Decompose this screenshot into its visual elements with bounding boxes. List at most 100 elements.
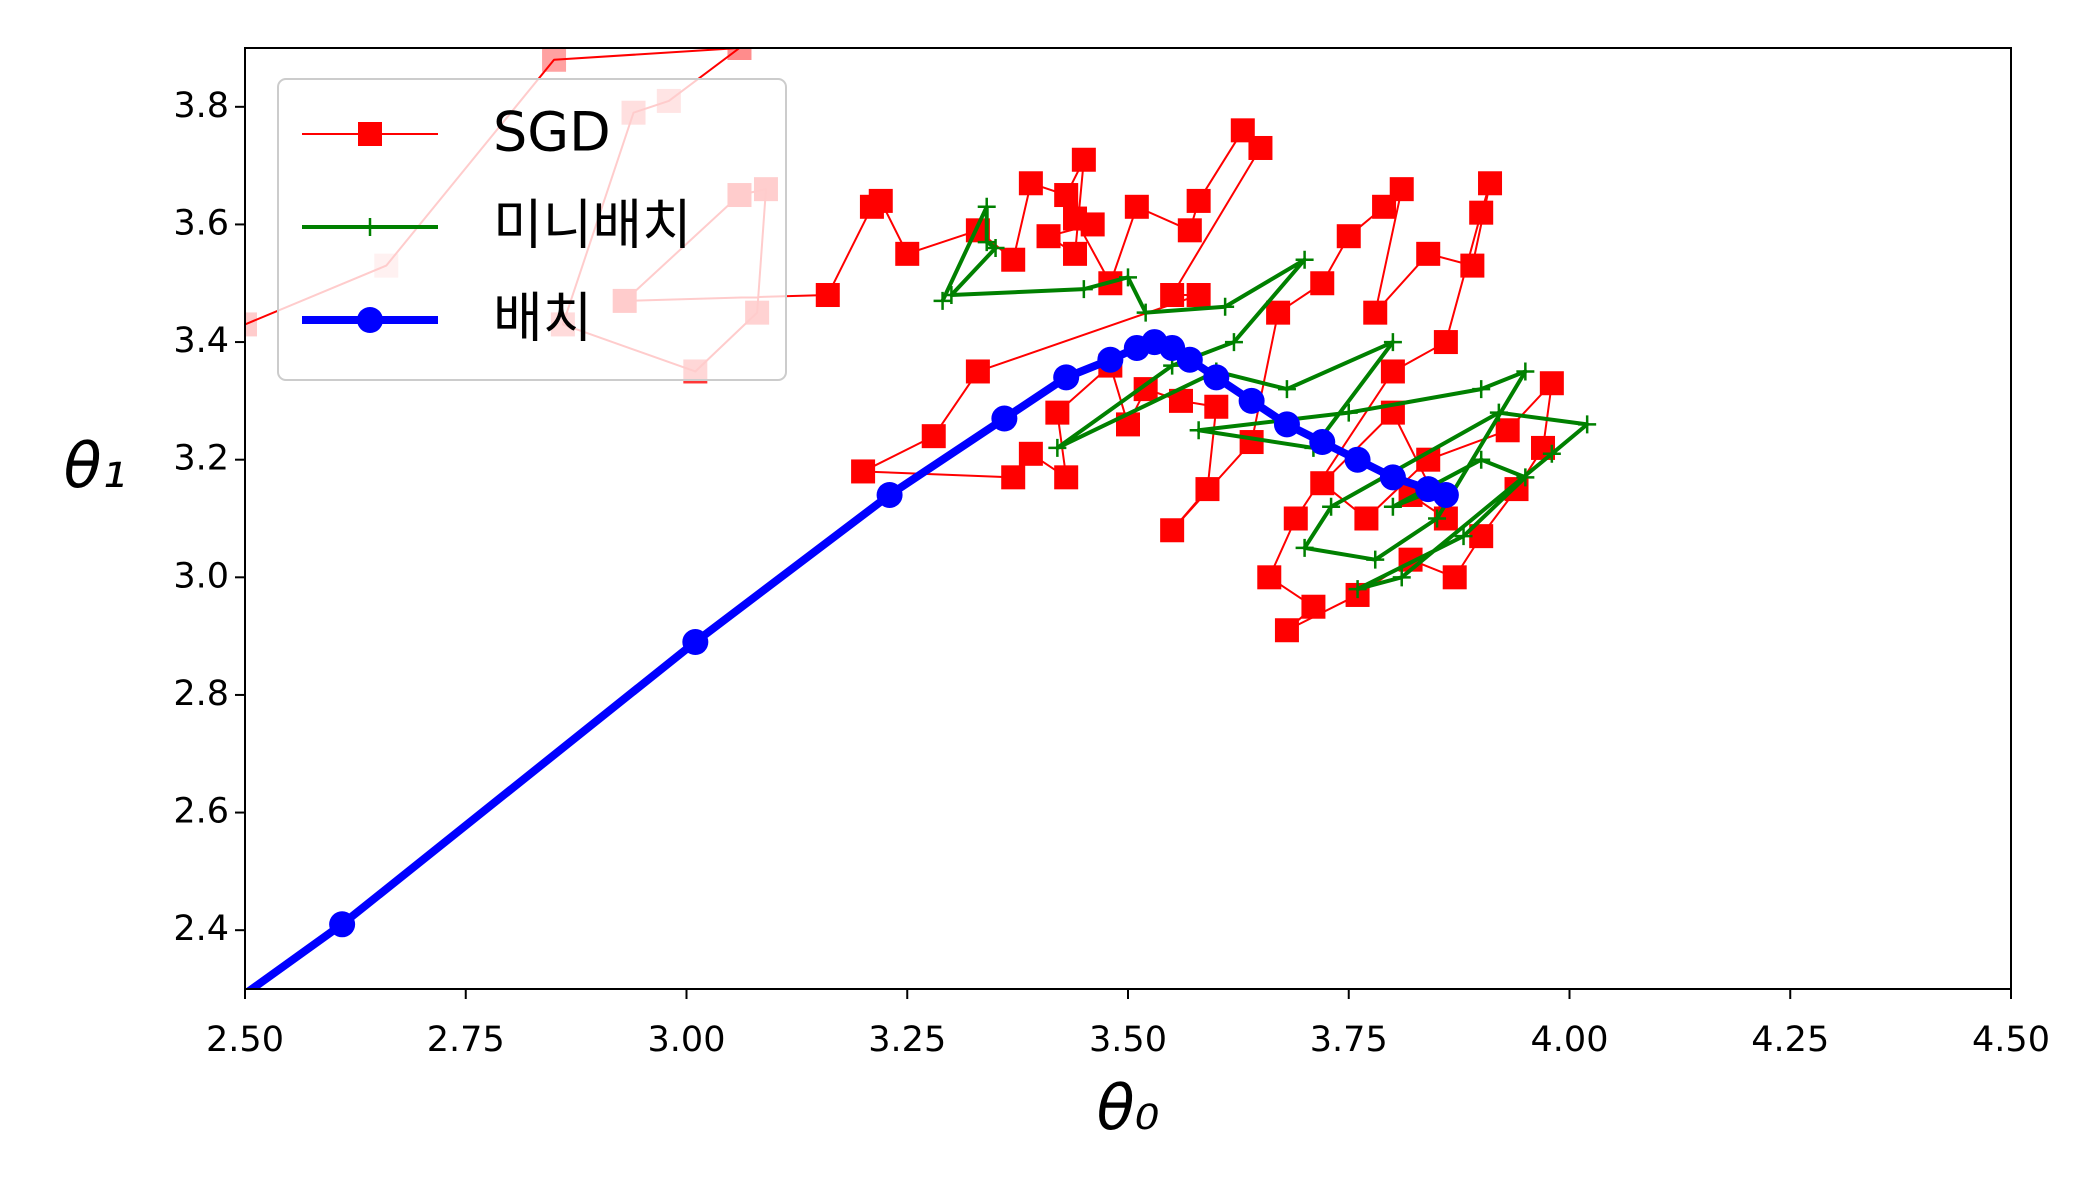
- marker: [1177, 218, 1202, 243]
- x-tick-label: 4.25: [1751, 1020, 1829, 1060]
- marker: [1136, 303, 1155, 322]
- marker: [1036, 224, 1061, 249]
- marker: [1495, 418, 1520, 443]
- marker: [1383, 333, 1402, 352]
- marker: [1239, 430, 1264, 455]
- marker: [358, 122, 382, 146]
- x-tick-label: 2.75: [427, 1020, 505, 1060]
- y-tick-label: 2.4: [173, 909, 229, 949]
- marker: [977, 197, 996, 216]
- x-tick-label: 3.75: [1310, 1020, 1388, 1060]
- legend-frame: [277, 78, 787, 381]
- marker: [1578, 415, 1597, 434]
- marker: [542, 48, 567, 72]
- marker: [1048, 438, 1067, 457]
- x-axis-label: θ₀: [1097, 1071, 1160, 1144]
- y-axis-label: θ₁: [64, 429, 127, 502]
- marker: [815, 283, 840, 308]
- legend-label: SGD: [493, 101, 611, 164]
- marker: [1063, 241, 1088, 266]
- marker: [1389, 177, 1414, 202]
- x-tick-label: 2.50: [206, 1020, 284, 1060]
- marker: [1001, 465, 1026, 490]
- marker: [1186, 283, 1211, 308]
- marker: [991, 405, 1018, 432]
- marker: [1383, 497, 1402, 516]
- marker: [1322, 497, 1341, 516]
- marker: [1454, 527, 1473, 546]
- marker: [1516, 468, 1535, 487]
- marker: [921, 424, 946, 449]
- y-tick-label: 2.6: [173, 792, 229, 832]
- marker: [1160, 283, 1185, 308]
- marker: [1216, 297, 1235, 316]
- marker: [1336, 224, 1361, 249]
- marker: [1119, 268, 1137, 287]
- marker: [1433, 330, 1458, 355]
- x-tick-label: 3.25: [868, 1020, 946, 1060]
- marker: [1379, 464, 1406, 491]
- marker: [1266, 300, 1291, 325]
- x-tick-label: 3.00: [648, 1020, 726, 1060]
- marker: [1380, 359, 1405, 384]
- legend-label: 미니배치: [493, 194, 692, 257]
- x-tick-label: 4.50: [1972, 1020, 2050, 1060]
- marker: [1310, 271, 1335, 296]
- marker: [1045, 400, 1070, 425]
- marker: [1274, 618, 1299, 643]
- y-tick-label: 3.8: [173, 86, 229, 126]
- marker: [1295, 250, 1314, 269]
- marker: [1542, 444, 1561, 463]
- marker: [1478, 171, 1503, 196]
- marker: [1063, 206, 1088, 231]
- marker: [245, 312, 257, 337]
- marker: [851, 459, 876, 484]
- marker: [1283, 506, 1308, 531]
- marker: [1432, 481, 1459, 508]
- marker: [1001, 247, 1026, 272]
- marker: [868, 188, 893, 213]
- marker: [1309, 429, 1336, 456]
- marker: [1054, 465, 1079, 490]
- marker: [1301, 594, 1326, 619]
- marker: [1354, 506, 1379, 531]
- marker: [1416, 241, 1441, 266]
- marker: [1238, 387, 1265, 414]
- y-tick-label: 3.6: [173, 203, 229, 243]
- marker: [876, 481, 903, 508]
- marker: [1516, 362, 1535, 381]
- marker: [1053, 364, 1080, 391]
- marker: [361, 218, 379, 236]
- marker: [1186, 188, 1211, 213]
- marker: [1018, 441, 1043, 466]
- y-tick-label: 3.0: [173, 556, 229, 596]
- marker: [329, 911, 356, 938]
- marker: [1295, 538, 1314, 557]
- marker: [1489, 403, 1508, 422]
- marker: [1054, 183, 1079, 208]
- y-tick-label: 3.4: [173, 321, 229, 361]
- marker: [1366, 550, 1385, 569]
- marker: [1428, 509, 1447, 528]
- marker: [727, 48, 752, 60]
- marker: [1224, 333, 1243, 352]
- legend-label: 배치: [493, 287, 592, 350]
- marker: [682, 629, 709, 656]
- marker: [1472, 450, 1491, 469]
- marker: [1203, 364, 1230, 391]
- marker: [1273, 411, 1300, 438]
- marker: [1189, 421, 1208, 440]
- marker: [1071, 147, 1096, 172]
- marker: [1195, 477, 1220, 502]
- marker: [1539, 371, 1564, 396]
- marker: [1472, 380, 1491, 399]
- marker: [1460, 253, 1485, 278]
- marker: [1160, 518, 1185, 543]
- marker: [965, 359, 990, 384]
- marker: [986, 238, 1005, 257]
- marker: [1204, 394, 1229, 419]
- marker: [1176, 346, 1203, 373]
- marker: [357, 307, 383, 333]
